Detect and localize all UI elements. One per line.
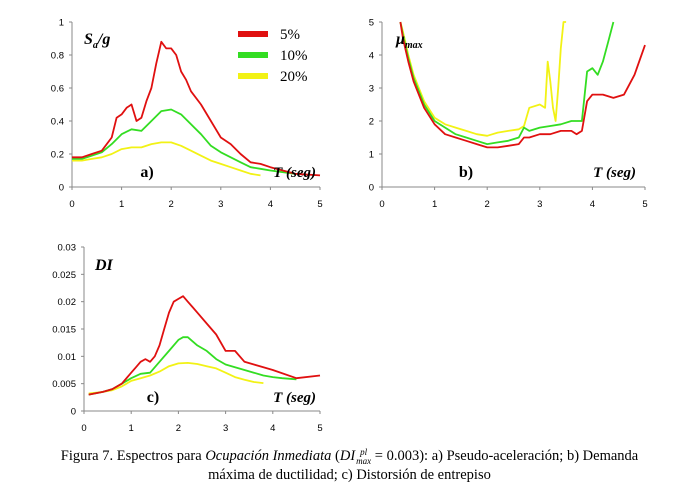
x-tick-label: 5 xyxy=(317,199,322,210)
y-axis-label: Sa/g xyxy=(84,31,110,51)
series-line-5pct xyxy=(399,21,646,149)
caption-line-2: máxima de ductilidad; c) Distorsión de e… xyxy=(208,467,491,483)
x-tick-label: 4 xyxy=(268,199,273,210)
series-line-10pct xyxy=(399,21,615,146)
panel-c-interstory-drift: 0 0.005 0.01 0.015 0.02 0.025 0.03 0 1 2 3 4 5 c) T (s… xyxy=(52,243,322,435)
y-tick-label: 1 xyxy=(59,18,64,29)
figure-canvas: 0 0.2 0.4 0.6 0.8 1 0 1 2 3 4 5 a) T (seg) Sa/g 0 1 2 3 4 5… xyxy=(51,18,648,435)
y-tick-label: 0.01 xyxy=(58,352,77,363)
series-line-20pct xyxy=(88,361,264,395)
y-tick-label: 2 xyxy=(369,117,374,128)
legend-swatch-5pct xyxy=(238,31,268,37)
caption-di-subscript: max xyxy=(356,455,372,466)
y-axis-label-suffix: /g xyxy=(97,31,110,48)
y-tick-label: 0.2 xyxy=(51,150,64,161)
y-tick-label: 0 xyxy=(71,407,76,418)
legend-swatch-20pct xyxy=(238,73,268,79)
y-tick-label: 0.015 xyxy=(52,325,76,336)
legend-label-10pct: 10% xyxy=(280,48,308,64)
y-axis-label: μmax xyxy=(395,31,423,51)
panel-label: c) xyxy=(147,389,159,406)
y-tick-label: 3 xyxy=(369,84,374,95)
caption-eq-value: = 0.003 xyxy=(371,448,420,464)
series-line-20pct xyxy=(72,141,261,177)
series-line-10pct xyxy=(72,108,296,175)
caption-italic-term: Ocupación Inmediata xyxy=(205,448,332,464)
panel-a-pseudo-acceleration: 0 0.2 0.4 0.6 0.8 1 0 1 2 3 4 5 a) T (seg) Sa/g xyxy=(51,18,323,211)
x-tick-label: 5 xyxy=(317,423,322,434)
series-group xyxy=(88,295,321,396)
x-tick-label: 2 xyxy=(176,423,181,434)
legend-swatch-10pct xyxy=(238,52,268,58)
x-tick-label: 1 xyxy=(432,199,437,210)
y-tick-label: 0.6 xyxy=(51,84,64,95)
figure-caption: Figura 7. Espectros para Ocupación Inmed… xyxy=(0,447,699,485)
y-axis-label: DI xyxy=(94,257,114,274)
x-tick-label: 0 xyxy=(81,423,86,434)
legend-label-5pct: 5% xyxy=(280,27,300,43)
caption-rest-line1: ): a) Pseudo-aceleración; b) Demanda xyxy=(419,448,639,464)
x-tick-label: 4 xyxy=(270,423,275,434)
x-tick-label: 2 xyxy=(169,199,174,210)
y-tick-label: 5 xyxy=(369,18,374,29)
series-line-5pct xyxy=(88,295,321,396)
y-tick-label: 0.4 xyxy=(51,117,64,128)
series-line-5pct xyxy=(72,40,321,177)
y-axis-label-main: μ xyxy=(395,31,405,48)
panel-label: b) xyxy=(459,164,473,181)
x-tick-label: 2 xyxy=(485,199,490,210)
x-tick-label: 3 xyxy=(223,423,228,434)
series-line-20pct xyxy=(399,21,567,137)
x-tick-label: 3 xyxy=(218,199,223,210)
series-group xyxy=(72,40,321,177)
caption-di-superscript: pl xyxy=(360,446,368,457)
y-tick-label: 0.02 xyxy=(58,297,77,308)
y-axis-label-main: DI xyxy=(94,257,114,274)
panel-label: a) xyxy=(140,164,153,181)
series-group xyxy=(399,21,646,149)
y-tick-label: 0.03 xyxy=(58,243,77,254)
series-line-10pct xyxy=(88,336,297,396)
x-tick-label: 0 xyxy=(69,199,74,210)
x-tick-label: 3 xyxy=(537,199,542,210)
x-axis-label: T (seg) xyxy=(593,165,636,181)
y-tick-label: 0.8 xyxy=(51,51,64,62)
y-tick-label: 1 xyxy=(369,150,374,161)
y-axis-label-main: S xyxy=(84,31,93,48)
y-axis-label-subscript: max xyxy=(405,40,423,51)
x-tick-label: 1 xyxy=(119,199,124,210)
x-tick-label: 0 xyxy=(379,199,384,210)
caption-line-1: Figura 7. Espectros para Ocupación Inmed… xyxy=(0,447,699,466)
y-tick-label: 0.025 xyxy=(52,270,76,281)
legend-label-20pct: 20% xyxy=(280,69,308,85)
x-tick-label: 4 xyxy=(590,199,595,210)
y-tick-label: 0.005 xyxy=(52,379,76,390)
x-tick-label: 5 xyxy=(642,199,647,210)
x-tick-label: 1 xyxy=(129,423,134,434)
caption-prefix: Figura 7. Espectros para xyxy=(60,448,206,464)
y-tick-label: 4 xyxy=(369,51,374,62)
panel-b-ductility-demand: 0 1 2 3 4 5 0 1 2 3 4 5 b) T (seg) μmax xyxy=(369,18,648,211)
x-axis-label: T (seg) xyxy=(273,165,316,181)
caption-paren: ( xyxy=(331,448,340,464)
y-tick-label: 0 xyxy=(59,183,64,194)
legend: 5% 10% 20% xyxy=(238,27,308,85)
y-axis-label-subscript: a xyxy=(93,40,98,51)
y-tick-label: 0 xyxy=(369,183,374,194)
x-axis-label: T (seg) xyxy=(273,390,316,406)
caption-di-symbol: DI xyxy=(339,448,356,464)
